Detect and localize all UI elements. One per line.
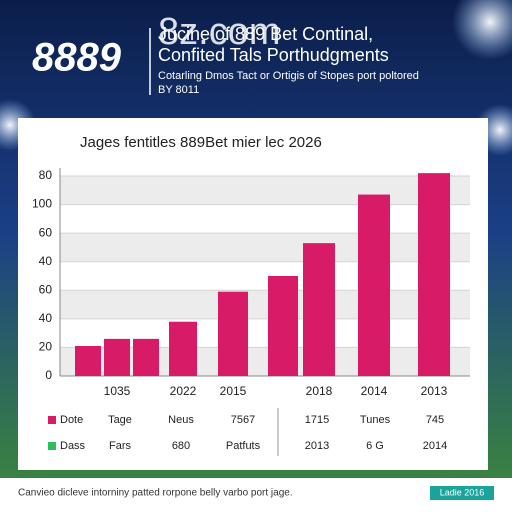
x-tick-label: 1035 [104, 384, 131, 398]
bar [133, 338, 159, 376]
y-tick-label: 40 [39, 311, 53, 325]
x-tick-label: 2014 [361, 384, 388, 398]
table-cell: 2013 [305, 440, 329, 452]
x-tick-label: 2018 [306, 384, 333, 398]
bar [169, 321, 197, 376]
grid-band [60, 290, 470, 319]
legend-swatch [48, 416, 56, 424]
bar [358, 194, 390, 376]
table-cell: Neus [168, 414, 194, 426]
legend-swatch [48, 442, 56, 450]
overlay-text: 8z.com [158, 11, 280, 53]
bar [268, 276, 298, 376]
table-cell: Patfuts [226, 440, 261, 452]
title-line: Jucine of 889 Bet Continal, [158, 24, 373, 44]
x-tick-label: 2015 [220, 384, 247, 398]
logo: 8889 [32, 36, 122, 80]
footer-text: Canvieo dicleve intorniny patted rorpone… [18, 488, 293, 499]
table-cell: 7567 [231, 414, 255, 426]
table-cell: Dote [60, 414, 83, 426]
y-tick-label: 80 [39, 168, 53, 182]
table-cell: 745 [426, 414, 444, 426]
grid-band [60, 176, 470, 205]
bar [104, 338, 130, 376]
y-tick-label: 0 [45, 368, 52, 382]
y-tick-label: 100 [32, 197, 52, 211]
bar [75, 346, 101, 376]
subtitle: Cotarling Dmos Tact or Ortigis of Stopes… [158, 70, 419, 82]
grid-band [60, 233, 470, 262]
y-tick-label: 60 [39, 282, 53, 296]
chart-title: Jages fentitles 889Bet mier lec 2026 [80, 134, 322, 151]
stadium-light [452, 0, 512, 60]
x-tick-label: 2022 [170, 384, 197, 398]
table-cell: 680 [172, 440, 190, 452]
y-tick-label: 60 [39, 225, 53, 239]
y-tick-label: 40 [39, 254, 53, 268]
badge [430, 486, 494, 500]
table-cell: 1715 [305, 414, 329, 426]
x-tick-label: 2013 [421, 384, 448, 398]
title-line: Confited Tals Porthudgments [158, 45, 389, 65]
footer-bar [0, 478, 512, 512]
table-cell: 6 G [366, 440, 384, 452]
badge-text: Ladie 2016 [440, 487, 485, 497]
table-cell: Tage [108, 414, 132, 426]
table-cell: 2014 [423, 440, 447, 452]
table-cell: Fars [109, 440, 132, 452]
bar [418, 173, 450, 376]
table-cell: Dass [60, 440, 86, 452]
bar [218, 291, 248, 376]
y-tick-label: 20 [39, 340, 53, 354]
table-cell: Tunes [360, 414, 391, 426]
bar [303, 243, 335, 376]
byline: BY 8011 [158, 84, 199, 96]
